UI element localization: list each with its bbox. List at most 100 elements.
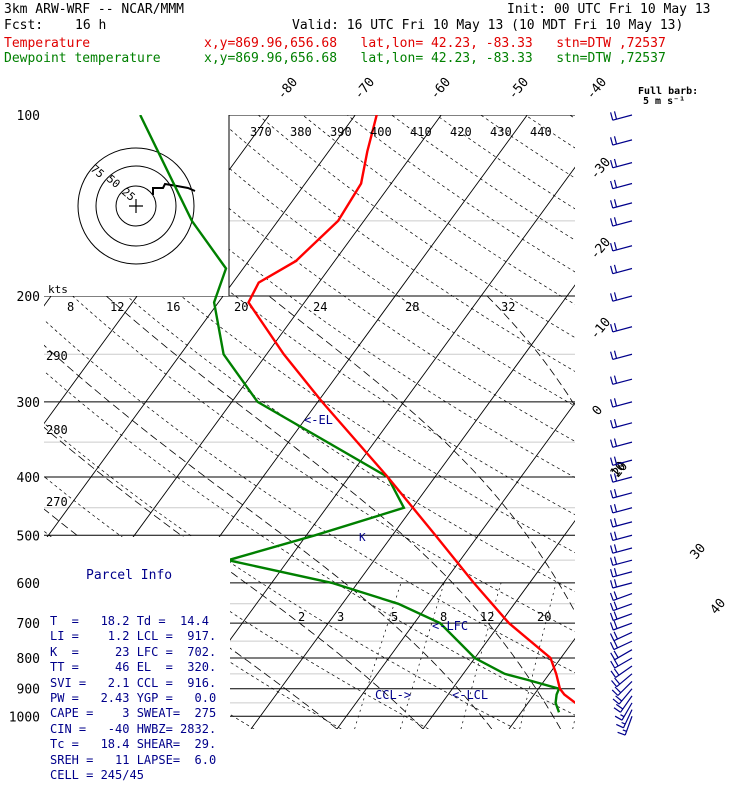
- parcel-info-row: K = 23 LFC = 702.: [50, 644, 217, 659]
- isotherm-label: -50: [506, 75, 533, 103]
- parcel-info-panel: Parcel Info T = 18.2 Td = 14.4 LI = 1.2 L…: [44, 537, 230, 782]
- wind-barb: [610, 518, 633, 528]
- isotherm-label: -70: [352, 75, 379, 103]
- wind-barb: [609, 631, 633, 642]
- isotherm-label: 40: [708, 596, 730, 618]
- wind-barb: [610, 292, 633, 302]
- wind-barb: [617, 716, 633, 736]
- wind-barb: [609, 601, 633, 612]
- isotherm-label: 30: [688, 541, 710, 563]
- parcel-info-row: TT = 46 EL = 320.: [50, 660, 217, 675]
- wind-barb: [610, 111, 633, 121]
- mixing-ratio-label: 5: [391, 610, 398, 624]
- wind-barb: [614, 702, 633, 721]
- parcel-info-title: Parcel Info: [86, 567, 173, 583]
- isotherm: [164, 166, 575, 729]
- wind-barb: [610, 504, 633, 514]
- temperature-series-line: [247, 115, 575, 705]
- parcel-info-row: CAPE = 3 SWEAT= 275: [50, 706, 217, 721]
- moist-adiabat: [268, 295, 575, 613]
- pressure-tick-label: 200: [17, 290, 40, 305]
- wind-barb: [610, 375, 633, 385]
- wind-barb: [610, 649, 633, 661]
- wind-barb: [610, 544, 633, 554]
- isotherm: [336, 402, 575, 729]
- thetae-label: 28: [405, 300, 419, 314]
- moist-adiabat: [44, 426, 424, 729]
- theta-label: 380: [290, 125, 312, 139]
- parcel-info-row: LI = 1.2 LCL = 917.: [50, 629, 217, 644]
- hodograph-unit-label: kts: [48, 283, 68, 296]
- model-title: 3km ARW-WRF -- NCAR/MMM: [4, 2, 185, 17]
- wind-barb: [610, 398, 633, 408]
- wind-barb: [610, 579, 633, 589]
- isotherm: [508, 637, 575, 729]
- mixing-ratio-line: [519, 582, 557, 729]
- theta-label: 430: [490, 125, 512, 139]
- isotherm: [0, 115, 11, 729]
- dry-adiabat: [213, 115, 575, 372]
- barb-legend-line1: Full barb:: [638, 86, 699, 97]
- isotherm-label: -80: [275, 75, 302, 103]
- thetae-label: 16: [166, 300, 180, 314]
- pressure-tick-label: 500: [17, 529, 40, 544]
- isotherm: [422, 520, 575, 729]
- wind-barb: [610, 217, 633, 227]
- wind-barb: [610, 489, 633, 499]
- pressure-tick-label: 600: [17, 577, 40, 592]
- pressure-tick-label: 900: [17, 683, 40, 698]
- theta-label: 390: [330, 125, 352, 139]
- wind-barb: [610, 242, 633, 252]
- wind-barb: [610, 665, 633, 678]
- wind-barb: [610, 657, 633, 669]
- mixing-ratio-line: [572, 716, 575, 729]
- wind-barb: [610, 419, 633, 429]
- isotherm-label: 20: [610, 459, 632, 481]
- wind-barb: [610, 136, 633, 146]
- dry-adiabat: [435, 115, 575, 210]
- parcel-info-row: CELL = 245/45: [50, 768, 144, 783]
- dry-adiabat: [346, 115, 575, 273]
- valid-time: Valid: 16 UTC Fri 10 May 13 (10 MDT Fri …: [292, 18, 684, 33]
- k-label: K: [359, 531, 366, 544]
- mixing-ratio-line: [400, 582, 445, 729]
- wind-barb: [610, 158, 633, 169]
- wind-barb: [611, 680, 633, 696]
- wind-barb: [610, 323, 633, 333]
- dewpoint-legend: Dewpoint temperature: [4, 51, 161, 66]
- pressure-tick-label: 1000: [9, 710, 40, 725]
- left-grid-label: 280: [46, 423, 68, 437]
- mixing-ratio-label: 12: [480, 610, 494, 624]
- dry-adiabat: [124, 115, 575, 442]
- init-time: Init: 00 UTC Fri 10 May 13: [507, 2, 711, 17]
- thetae-label: 12: [110, 300, 124, 314]
- isotherm-label: -20: [588, 235, 615, 263]
- mixing-ratio-line: [354, 582, 402, 729]
- wind-barb: [610, 350, 633, 360]
- thetae-label: 32: [501, 300, 515, 314]
- wind-barb: [611, 673, 633, 688]
- wind-barb: [609, 620, 633, 631]
- left-grid-label: 290: [46, 349, 68, 363]
- dry-adiabat: [79, 115, 575, 478]
- pressure-tick-label: 100: [17, 109, 40, 124]
- left-grid-label: 270: [46, 495, 68, 509]
- theta-label: 420: [450, 125, 472, 139]
- theta-label: 440: [530, 125, 552, 139]
- temperature-legend: Temperature: [4, 36, 91, 51]
- pressure-tick-label: 400: [17, 471, 40, 486]
- theta-label: 370: [250, 125, 272, 139]
- wind-barb: [610, 556, 633, 566]
- wind-barb: [609, 591, 633, 601]
- moist-adiabat: [44, 344, 493, 729]
- wind-barb: [610, 568, 633, 578]
- mixing-ratio-line: [460, 582, 502, 729]
- mixing-ratio-label: 2: [298, 610, 305, 624]
- forecast-hour: 16 h: [75, 18, 107, 33]
- wind-barb: [609, 640, 633, 651]
- hodograph-ring: [95, 165, 177, 247]
- hodograph-ring: [115, 185, 157, 227]
- parcel-info-row: SREH = 11 LAPSE= 6.0: [50, 752, 217, 767]
- dry-adiabat: [44, 422, 516, 729]
